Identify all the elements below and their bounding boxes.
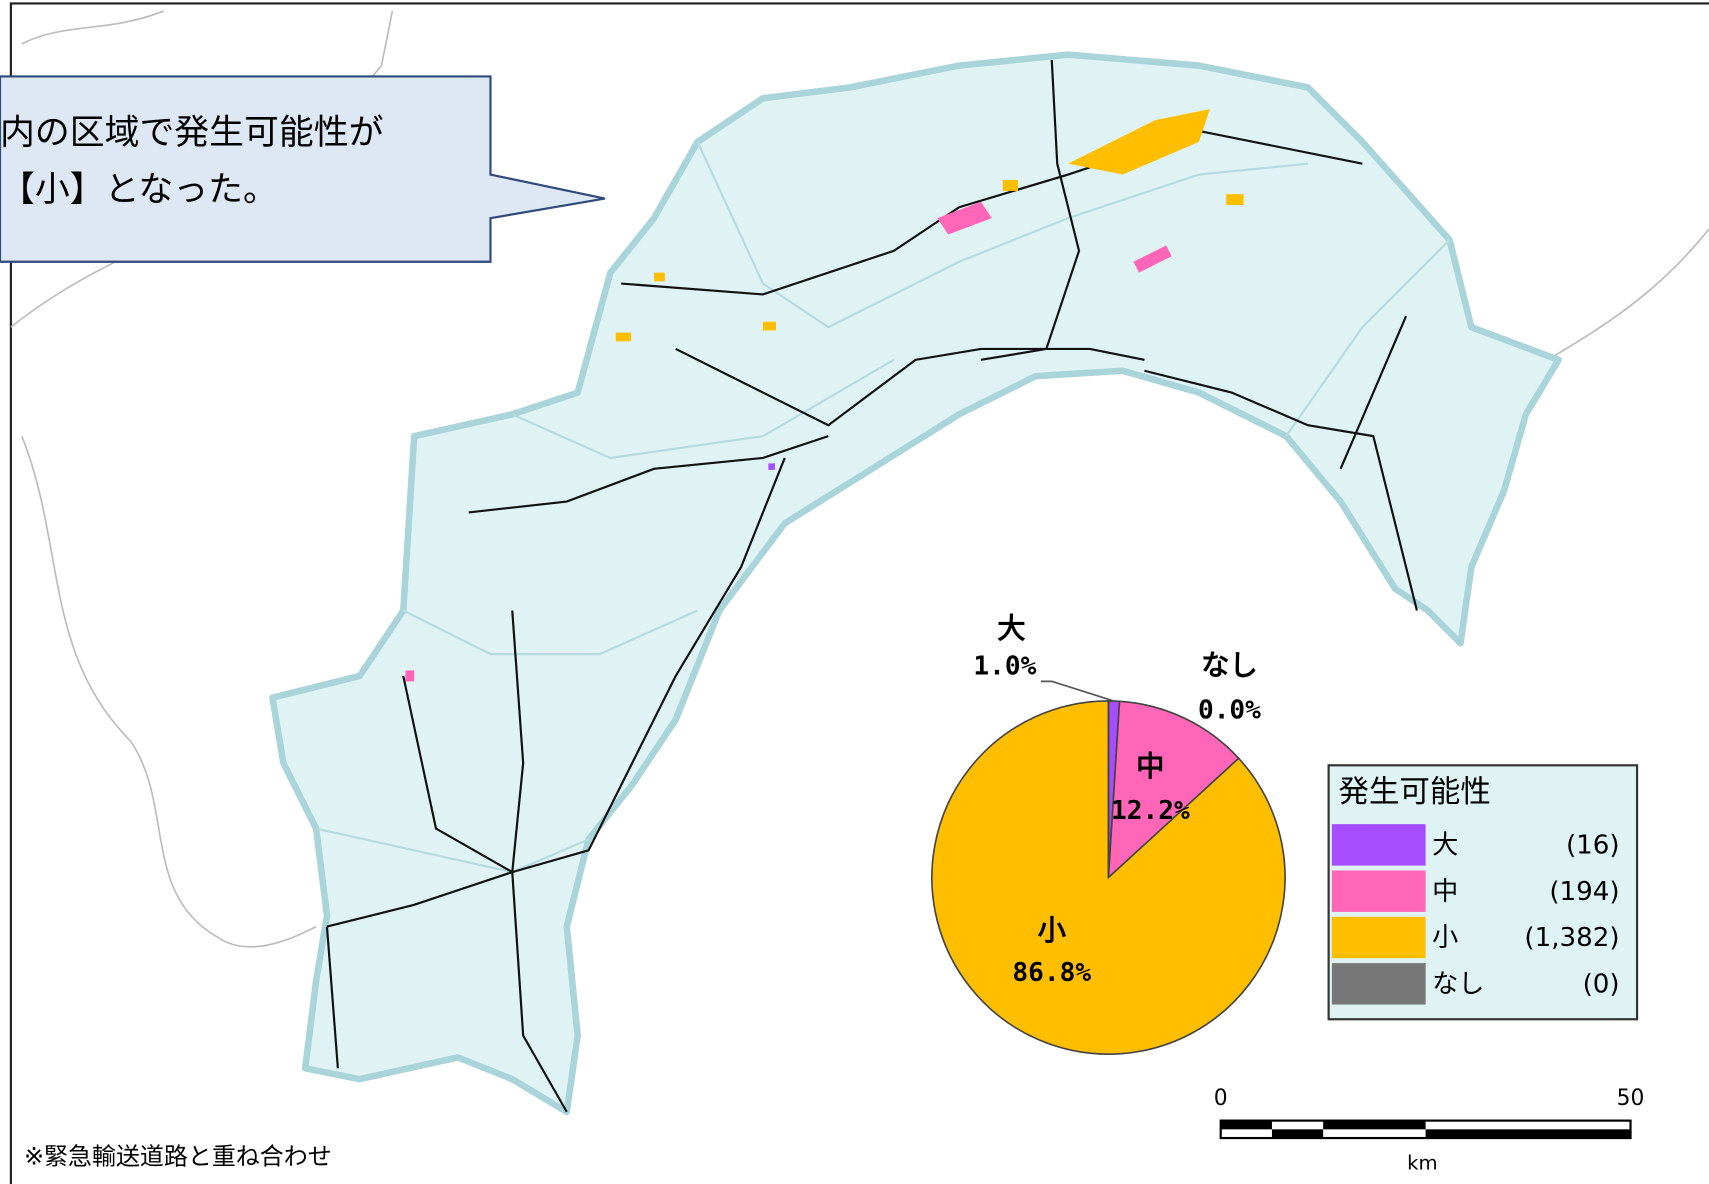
note: ※緊急輸送道路と重ね合わせ	[24, 1143, 332, 1171]
legend-title: 発生可能性	[1338, 775, 1491, 810]
legend-label: 小	[1432, 923, 1458, 953]
pie-value-label: 12.2%	[1111, 796, 1190, 826]
legend-label: なし	[1432, 969, 1484, 999]
scale-unit: km	[1407, 1152, 1437, 1175]
scale-label: 0	[1214, 1086, 1228, 1111]
legend-count: (194)	[1549, 877, 1619, 907]
callout: 内の区域で発生可能性が 【小】となった。	[0, 75, 606, 263]
callout-text: 内の区域で発生可能性が	[0, 113, 383, 153]
scale-label: 50	[1617, 1086, 1645, 1111]
scale-seg	[1323, 1120, 1426, 1130]
municipal-borders	[315, 141, 1451, 874]
scale-bar: 0 50 km	[1214, 1086, 1645, 1175]
pie-value-label: 86.8%	[1012, 958, 1091, 988]
scale-seg	[1425, 1129, 1631, 1139]
legend: 発生可能性 大 (16) 中 (194) 小 (1,382) なし (0)	[1327, 764, 1639, 1021]
pie-label: 中	[1136, 750, 1164, 783]
legend-swatch	[1331, 963, 1426, 1005]
scale-seg	[1271, 1129, 1324, 1139]
legend-count: (1,382)	[1524, 923, 1619, 953]
pie-chart: 大 1.0% 中 12.2% 小 86.8% なし 0.0%	[931, 612, 1286, 1055]
pie-slice	[1107, 700, 1240, 880]
legend-count: (0)	[1583, 969, 1620, 999]
legend-swatch	[1331, 870, 1426, 912]
pie-label: なし	[1201, 649, 1258, 682]
hazard-areas	[405, 109, 1244, 682]
pie-value-label: 1.0%	[973, 652, 1036, 682]
pie-value-label: 0.0%	[1198, 695, 1261, 725]
legend-label: 中	[1432, 877, 1458, 907]
legend-swatch	[1331, 824, 1426, 866]
scale-seg	[1220, 1120, 1272, 1130]
leader-line	[1040, 680, 1115, 702]
legend-label: 大	[1432, 830, 1458, 860]
legend-count: (16)	[1566, 830, 1620, 860]
callout-box	[0, 75, 606, 263]
pie-label: 大	[997, 612, 1026, 645]
pie-label: 小	[1038, 914, 1067, 947]
callout-text: 【小】となった。	[0, 170, 278, 210]
legend-swatch	[1331, 916, 1426, 959]
